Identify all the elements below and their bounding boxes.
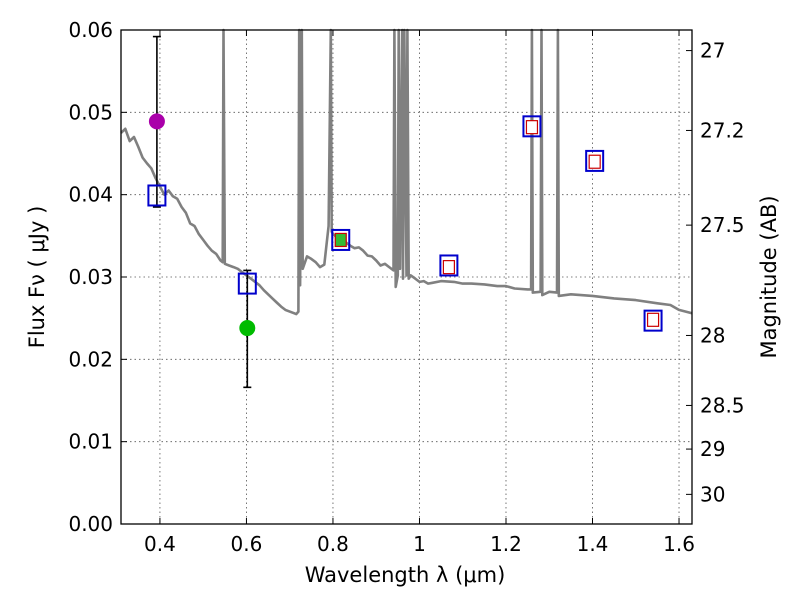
model-band-marker [643, 309, 663, 332]
x-axis-title: Wavelength λ (μm) [305, 563, 506, 587]
x-tick-label: 1.4 [577, 532, 609, 556]
model-band-marker [585, 149, 605, 172]
data-points [147, 113, 663, 337]
detection-point [239, 320, 256, 337]
y-tick-label: 0.03 [68, 265, 113, 289]
observed-band-marker [588, 154, 601, 169]
y2-tick-label: 29 [700, 437, 725, 461]
grid-lines [121, 30, 692, 524]
y2-tick-label: 27.5 [700, 213, 745, 237]
y-axis-title: Flux Fν ( μJy ) [25, 206, 49, 349]
x-tick-label: 0.8 [317, 532, 349, 556]
y-tick-label: 0.00 [68, 512, 113, 536]
y-tick-label: 0.04 [68, 183, 113, 207]
x-tick-label: 1.6 [663, 532, 695, 556]
y-tick-label: 0.05 [68, 100, 113, 124]
x-tick-label: 0.6 [231, 532, 263, 556]
y2-tick-label: 30 [700, 482, 725, 506]
y2-tick-label: 27 [700, 39, 725, 63]
model-sed-series [120, 28, 693, 316]
model-sed-line [120, 28, 693, 316]
x-tick-labels: 0.4 0.6 0.8 1 1.2 1.4 1.6 [144, 532, 695, 556]
x-tick-label: 0.4 [144, 532, 176, 556]
y-tick-labels: 0.00 0.01 0.02 0.03 0.04 0.05 0.06 [68, 18, 113, 536]
error-bars [152, 35, 252, 389]
y2-tick-label: 28 [700, 323, 725, 347]
y2-axis-title: Magnitude (AB) [757, 195, 781, 358]
observed-band-marker [442, 260, 455, 275]
model-band-marker [439, 254, 459, 277]
y-tick-label: 0.01 [68, 430, 113, 454]
observed-band-marker [525, 120, 539, 135]
detection-point [148, 113, 165, 130]
y2-tick-labels: 27 27.2 27.5 28 28.5 29 30 [700, 39, 745, 507]
model-band-marker [147, 184, 167, 207]
x-tick-label: 1 [413, 532, 426, 556]
model-band-marker [331, 228, 351, 251]
y-tick-label: 0.06 [68, 18, 113, 42]
model-band-marker [522, 115, 542, 138]
axis-ticks [121, 29, 692, 525]
x-tick-label: 1.2 [490, 532, 522, 556]
observed-band-marker [646, 312, 660, 327]
observed-band-marker [334, 232, 347, 248]
model-band-marker [237, 272, 257, 295]
y-tick-label: 0.02 [68, 347, 113, 371]
y2-tick-label: 27.2 [700, 118, 745, 142]
y2-tick-label: 28.5 [700, 393, 745, 417]
